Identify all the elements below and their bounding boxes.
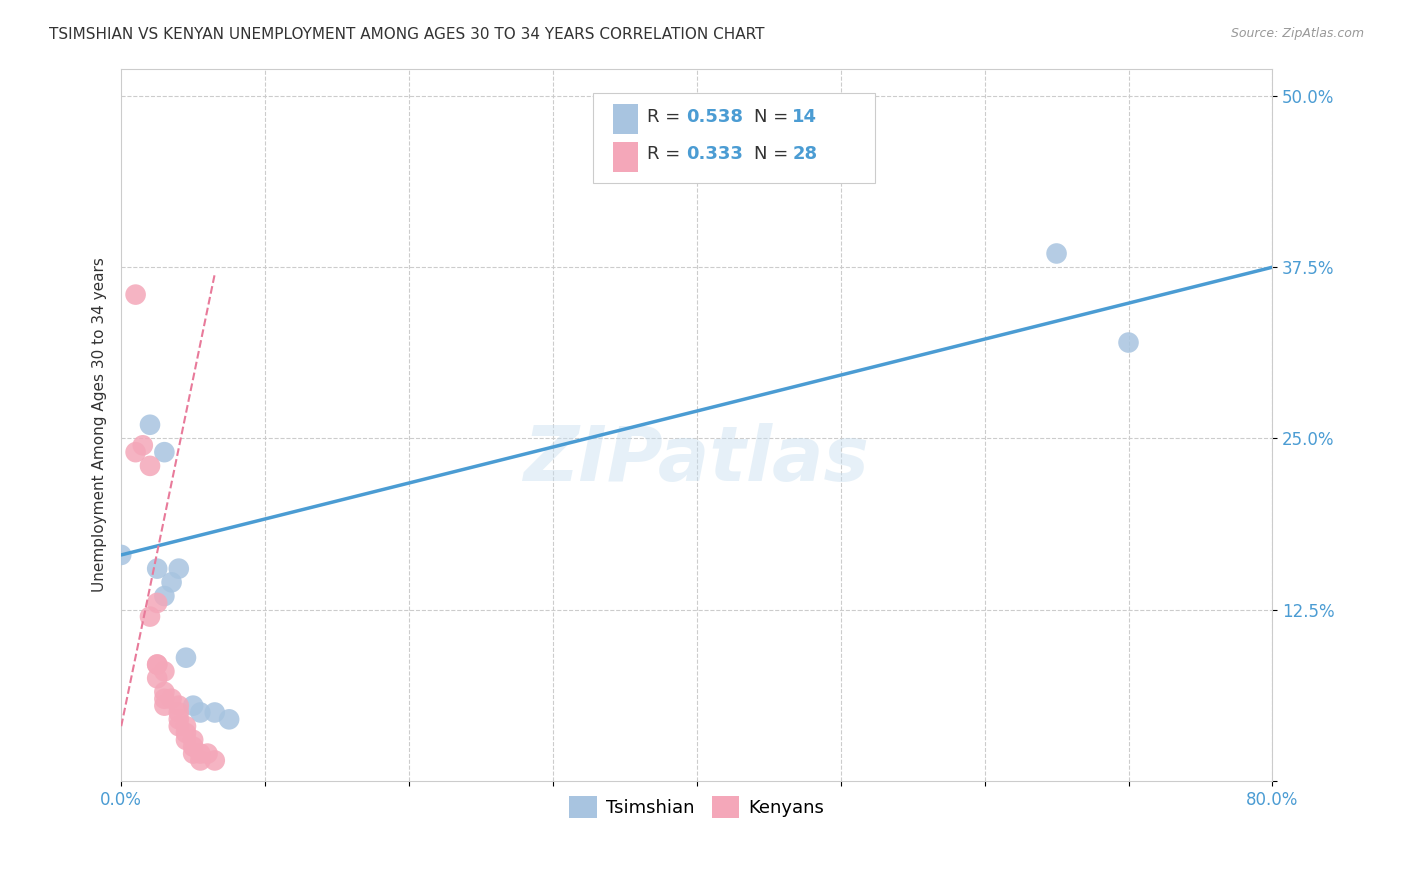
Point [174,726,197,740]
Point [146,657,169,672]
Point [146,671,169,685]
Point [160,575,183,590]
Point [218,712,240,726]
Point [181,739,204,754]
Point [181,732,204,747]
Point [190,706,212,720]
Point [167,719,190,733]
Text: 0.333: 0.333 [686,145,744,163]
Point [181,698,204,713]
FancyBboxPatch shape [593,94,876,183]
Point [167,706,190,720]
Point [153,589,176,603]
Point [181,747,204,761]
Point [174,719,197,733]
Point [1118,335,1140,350]
Point [174,650,197,665]
Point [190,754,212,768]
Point [190,747,212,761]
Point [153,445,176,459]
Point [197,747,219,761]
Point [146,657,169,672]
Point [132,438,155,452]
FancyBboxPatch shape [613,142,638,172]
Point [124,287,146,301]
Point [204,754,226,768]
Text: 28: 28 [793,145,817,163]
Text: R =: R = [647,145,686,163]
Text: Source: ZipAtlas.com: Source: ZipAtlas.com [1230,27,1364,40]
Point [139,417,162,432]
Text: ZIPatlas: ZIPatlas [524,424,870,498]
Text: TSIMSHIAN VS KENYAN UNEMPLOYMENT AMONG AGES 30 TO 34 YEARS CORRELATION CHART: TSIMSHIAN VS KENYAN UNEMPLOYMENT AMONG A… [49,27,765,42]
Legend: Tsimshian, Kenyans: Tsimshian, Kenyans [562,789,831,825]
Point [167,712,190,726]
Point [167,698,190,713]
Point [153,698,176,713]
Point [146,596,169,610]
FancyBboxPatch shape [613,104,638,134]
Point [124,445,146,459]
Y-axis label: Unemployment Among Ages 30 to 34 years: Unemployment Among Ages 30 to 34 years [93,257,107,592]
Point [153,685,176,699]
Text: 0.538: 0.538 [686,108,744,126]
Point [153,665,176,679]
Text: N =: N = [755,145,794,163]
Point [174,732,197,747]
Point [1045,246,1067,260]
Point [139,458,162,473]
Point [160,691,183,706]
Point [204,706,226,720]
Point [139,609,162,624]
Point [146,561,169,575]
Text: R =: R = [647,108,686,126]
Point [110,548,132,562]
Text: N =: N = [755,108,794,126]
Text: 14: 14 [793,108,817,126]
Point [167,561,190,575]
Point [153,691,176,706]
